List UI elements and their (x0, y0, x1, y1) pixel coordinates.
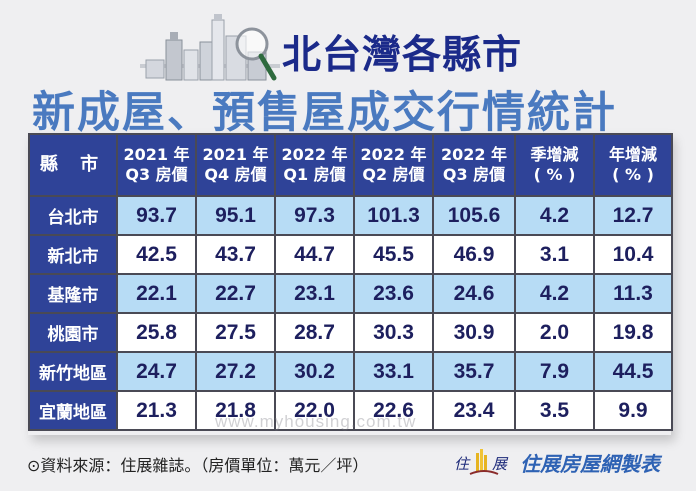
table-cell: 45.5 (353, 234, 434, 275)
table-cell: 2.0 (514, 312, 595, 353)
city-skyline-magnifier-icon (140, 14, 280, 81)
table-row: 基隆市 22.1 22.7 23.1 23.6 24.6 4.2 11.3 (28, 273, 673, 314)
table-cell: 19.8 (593, 312, 673, 353)
table-cell: 33.1 (353, 351, 434, 392)
price-table: 縣 市 2021 年 Q3 房價 2021 年 Q4 房價 2022 年 Q1 房價 … (28, 133, 673, 431)
table-cell: 44.7 (274, 234, 355, 275)
column-header: 2021 年 Q4 房價 (195, 133, 276, 197)
table-cell: 101.3 (353, 195, 434, 236)
title-line-2: 新成屋、預售屋成交行情統計 (32, 88, 617, 138)
table-cell: 7.9 (514, 351, 595, 392)
column-header: 2021 年 Q3 房價 (116, 133, 197, 197)
table-cell: 22.1 (116, 273, 197, 314)
table-header-row: 縣 市 2021 年 Q3 房價 2021 年 Q4 房價 2022 年 Q1 房價 … (28, 133, 673, 197)
table-cell: 21.8 (195, 390, 276, 431)
table-cell: 3.1 (514, 234, 595, 275)
table-cell: 22.7 (195, 273, 276, 314)
title-area: 北台灣各縣市 新成屋、預售屋成交行情統計 (0, 0, 696, 138)
table-cell: 3.5 (514, 390, 595, 431)
table-cell: 23.6 (353, 273, 434, 314)
column-header: 2022 年 Q1 房價 (274, 133, 355, 197)
table-cell: 11.3 (593, 273, 673, 314)
table-cell: 4.2 (514, 195, 595, 236)
table-cell: 35.7 (432, 351, 516, 392)
table-cell: 10.4 (593, 234, 673, 275)
table-cell: 97.3 (274, 195, 355, 236)
table-cell: 22.0 (274, 390, 355, 431)
table-row: 桃園市 25.8 27.5 28.7 30.3 30.9 2.0 19.8 (28, 312, 673, 353)
table-row: 台北市 93.7 95.1 97.3 101.3 105.6 4.2 12.7 (28, 195, 673, 236)
row-city: 桃園市 (28, 312, 118, 353)
table-cell: 43.7 (195, 234, 276, 275)
table-cell: 24.6 (432, 273, 516, 314)
table-cell: 25.8 (116, 312, 197, 353)
table-cell: 12.7 (593, 195, 673, 236)
row-city: 宜蘭地區 (28, 390, 118, 431)
column-header: 2022 年 Q2 房價 (353, 133, 434, 197)
source-note: ⊙資料來源：住展雜誌。（房價單位：萬元／坪） (27, 456, 369, 475)
row-city: 台北市 (28, 195, 118, 236)
column-header-qoq: 季增減( % ) (514, 133, 595, 197)
table-cell: 23.4 (432, 390, 516, 431)
table-cell: 42.5 (116, 234, 197, 275)
table-row: 新竹地區 24.7 27.2 30.2 33.1 35.7 7.9 44.5 (28, 351, 673, 392)
column-header: 2022 年 Q3 房價 (432, 133, 516, 197)
title-line-1: 北台灣各縣市 (282, 33, 523, 78)
brand-credit: 住 展 住展房屋網製表 (454, 447, 660, 477)
table-cell: 27.2 (195, 351, 276, 392)
table-cell: 30.2 (274, 351, 355, 392)
table-cell: 9.9 (593, 390, 673, 431)
column-header-city: 縣 市 (28, 133, 118, 197)
table-cell: 93.7 (116, 195, 197, 236)
row-city: 新竹地區 (28, 351, 118, 392)
table-cell: 21.3 (116, 390, 197, 431)
table-cell: 44.5 (593, 351, 673, 392)
row-city: 基隆市 (28, 273, 118, 314)
table-cell: 28.7 (274, 312, 355, 353)
table-row: 新北市 42.5 43.7 44.7 45.5 46.9 3.1 10.4 (28, 234, 673, 275)
row-city: 新北市 (28, 234, 118, 275)
table-cell: 27.5 (195, 312, 276, 353)
table-cell: 23.1 (274, 273, 355, 314)
table-cell: 46.9 (432, 234, 516, 275)
table-cell: 105.6 (432, 195, 516, 236)
brand-logo-icon: 住 展 (454, 449, 509, 475)
svg-text:住: 住 (454, 455, 471, 473)
svg-text:展: 展 (492, 455, 509, 473)
table-cell: 95.1 (195, 195, 276, 236)
table-cell: 30.3 (353, 312, 434, 353)
table-cell: 22.6 (353, 390, 434, 431)
brand-text: 住展房屋網製表 (520, 451, 660, 476)
table-row: 宜蘭地區 21.3 21.8 22.0 22.6 23.4 3.5 9.9 (28, 390, 673, 431)
column-header-yoy: 年增減( % ) (593, 133, 673, 197)
table-cell: 30.9 (432, 312, 516, 353)
table-cell: 24.7 (116, 351, 197, 392)
table-cell: 4.2 (514, 273, 595, 314)
